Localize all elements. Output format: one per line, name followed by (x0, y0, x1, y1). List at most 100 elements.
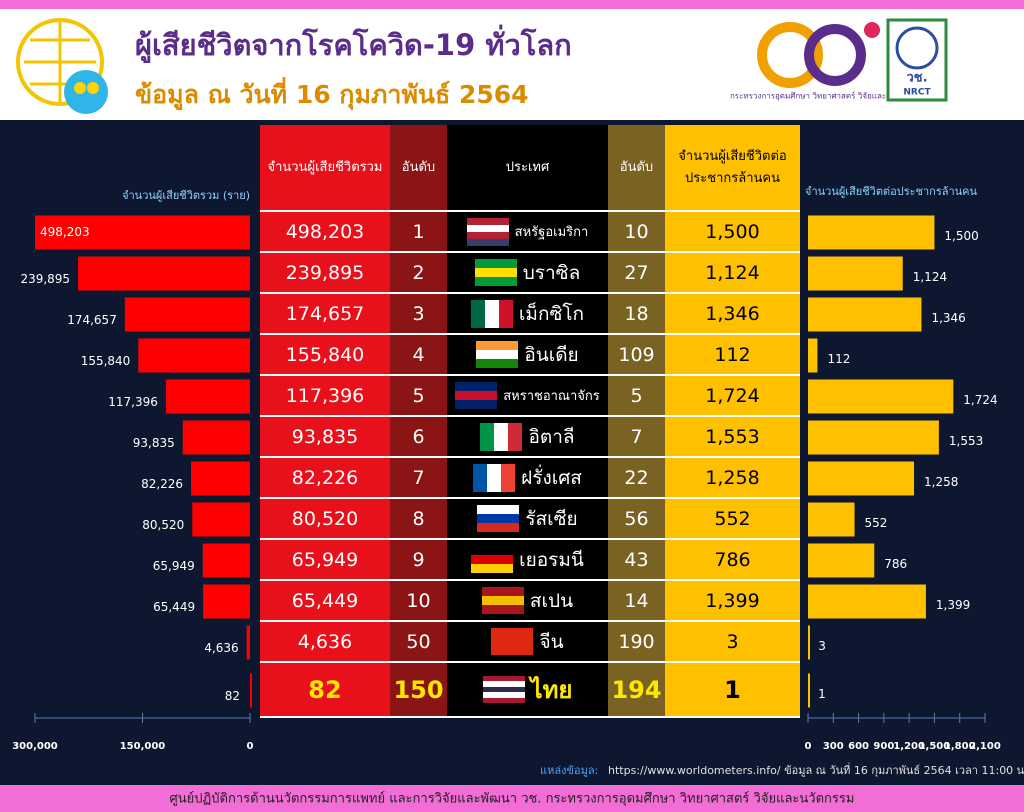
deaths-cell: 117,396 (260, 376, 390, 417)
bar (191, 461, 250, 496)
x-tick-label: 1,800 (944, 741, 976, 752)
country-name: สหรัฐอเมริกา (514, 225, 589, 240)
flag (455, 381, 498, 410)
country-name: รัสเซีย (525, 507, 578, 530)
value-label: 1,258 (924, 475, 958, 489)
flag (470, 299, 513, 328)
source-label: แหล่งข้อมูล: (540, 764, 598, 777)
value-label: 82,226 (141, 477, 183, 491)
value-label: 498,203 (40, 225, 90, 239)
x-tick-label: 600 (848, 741, 869, 752)
subtitle: ข้อมูล ณ วันที่ 16 กุมภาพันธ์ 2564 (135, 77, 529, 111)
footer-band (0, 785, 1024, 812)
deaths-cell: 155,840 (260, 335, 390, 376)
value-label: 4,636 (204, 641, 238, 655)
per-million-cell: 1,346 (665, 294, 800, 335)
country-cell: สหราชอาณาจักร (447, 376, 608, 417)
bar (246, 625, 250, 660)
flag (476, 340, 519, 369)
column-header: ประเทศ (447, 125, 608, 212)
bar (808, 379, 954, 414)
header-band (0, 0, 1024, 120)
deaths-cell: 498,203 (260, 212, 390, 253)
column-header: จำนวนผู้เสียชีวิตต่อประชากรล้านคน (665, 125, 800, 212)
bar (808, 256, 903, 291)
per-million-cell: 1,724 (665, 376, 800, 417)
bar (202, 543, 250, 578)
column-header: จำนวนผู้เสียชีวิตรวม (260, 125, 390, 212)
rank-cell: 4 (390, 335, 447, 376)
rank-per-million-cell: 190 (608, 622, 665, 663)
rank-cell: 9 (390, 540, 447, 581)
flag (466, 217, 509, 246)
rank-cell: 10 (390, 581, 447, 622)
value-label: 174,657 (67, 313, 117, 327)
rank-per-million-cell: 22 (608, 458, 665, 499)
bar (808, 543, 875, 578)
per-million-cell: 1 (665, 663, 800, 718)
bar (808, 502, 855, 537)
bar (808, 584, 926, 619)
value-label: 112 (827, 352, 850, 366)
country-name: จีน (539, 630, 564, 653)
country-name: ไทย (530, 676, 573, 704)
deaths-cell: 65,449 (260, 581, 390, 622)
bar (35, 215, 250, 250)
country-cell: สหรัฐอเมริกา (447, 212, 608, 253)
flag (482, 675, 525, 704)
rank-per-million-cell: 27 (608, 253, 665, 294)
deaths-cell: 4,636 (260, 622, 390, 663)
country-name: อิตาลี (528, 425, 575, 448)
country-cell: เยอรมนี (447, 540, 608, 581)
rank-cell: 7 (390, 458, 447, 499)
country-cell: อินเดีย (447, 335, 608, 376)
rank-cell: 6 (390, 417, 447, 458)
x-tick-label: 0 (247, 741, 254, 752)
deaths-cell: 239,895 (260, 253, 390, 294)
value-label: 239,895 (20, 272, 70, 286)
x-tick-label: 900 (873, 741, 894, 752)
deaths-cell: 80,520 (260, 499, 390, 540)
bar (808, 420, 939, 455)
per-million-cell: 1,500 (665, 212, 800, 253)
rank-cell: 150 (390, 663, 447, 718)
value-label: 80,520 (142, 518, 184, 532)
per-million-cell: 3 (665, 622, 800, 663)
country-cell: รัสเซีย (447, 499, 608, 540)
flag (491, 627, 534, 656)
nrct-en: NRCT (903, 88, 931, 98)
country-cell: จีน (447, 622, 608, 663)
value-label: 65,449 (153, 600, 195, 614)
nrct-th: วช. (906, 71, 927, 86)
bar (138, 338, 250, 373)
rank-per-million-cell: 109 (608, 335, 665, 376)
rank-cell: 1 (390, 212, 447, 253)
footer-text: ศูนย์ปฏิบัติการด้านนวัตกรรมการแพทย์ และก… (170, 791, 855, 807)
x-tick-label: 2,100 (969, 741, 1001, 752)
flag (480, 422, 523, 451)
value-label: 1,346 (931, 311, 965, 325)
flag (474, 258, 517, 287)
column-header: อันดับ (390, 125, 447, 212)
per-million-cell: 1,399 (665, 581, 800, 622)
value-label: 786 (884, 557, 907, 571)
rank-per-million-cell: 7 (608, 417, 665, 458)
country-cell: ไทย (447, 663, 608, 718)
value-label: 1,124 (913, 270, 947, 284)
value-label: 155,840 (81, 354, 131, 368)
x-tick-label: 300 (823, 741, 844, 752)
country-name: สเปน (529, 589, 574, 612)
rank-cell: 2 (390, 253, 447, 294)
country-name: สหราชอาณาจักร (503, 389, 600, 404)
bar (808, 461, 915, 496)
deaths-cell: 82 (260, 663, 390, 718)
flag (471, 545, 514, 574)
flag (481, 586, 524, 615)
deaths-cell: 174,657 (260, 294, 390, 335)
bar (203, 584, 250, 619)
per-million-cell: 1,258 (665, 458, 800, 499)
x-tick-label: 150,000 (120, 741, 166, 752)
rank-cell: 5 (390, 376, 447, 417)
deaths-cell: 93,835 (260, 417, 390, 458)
rank-cell: 50 (390, 622, 447, 663)
